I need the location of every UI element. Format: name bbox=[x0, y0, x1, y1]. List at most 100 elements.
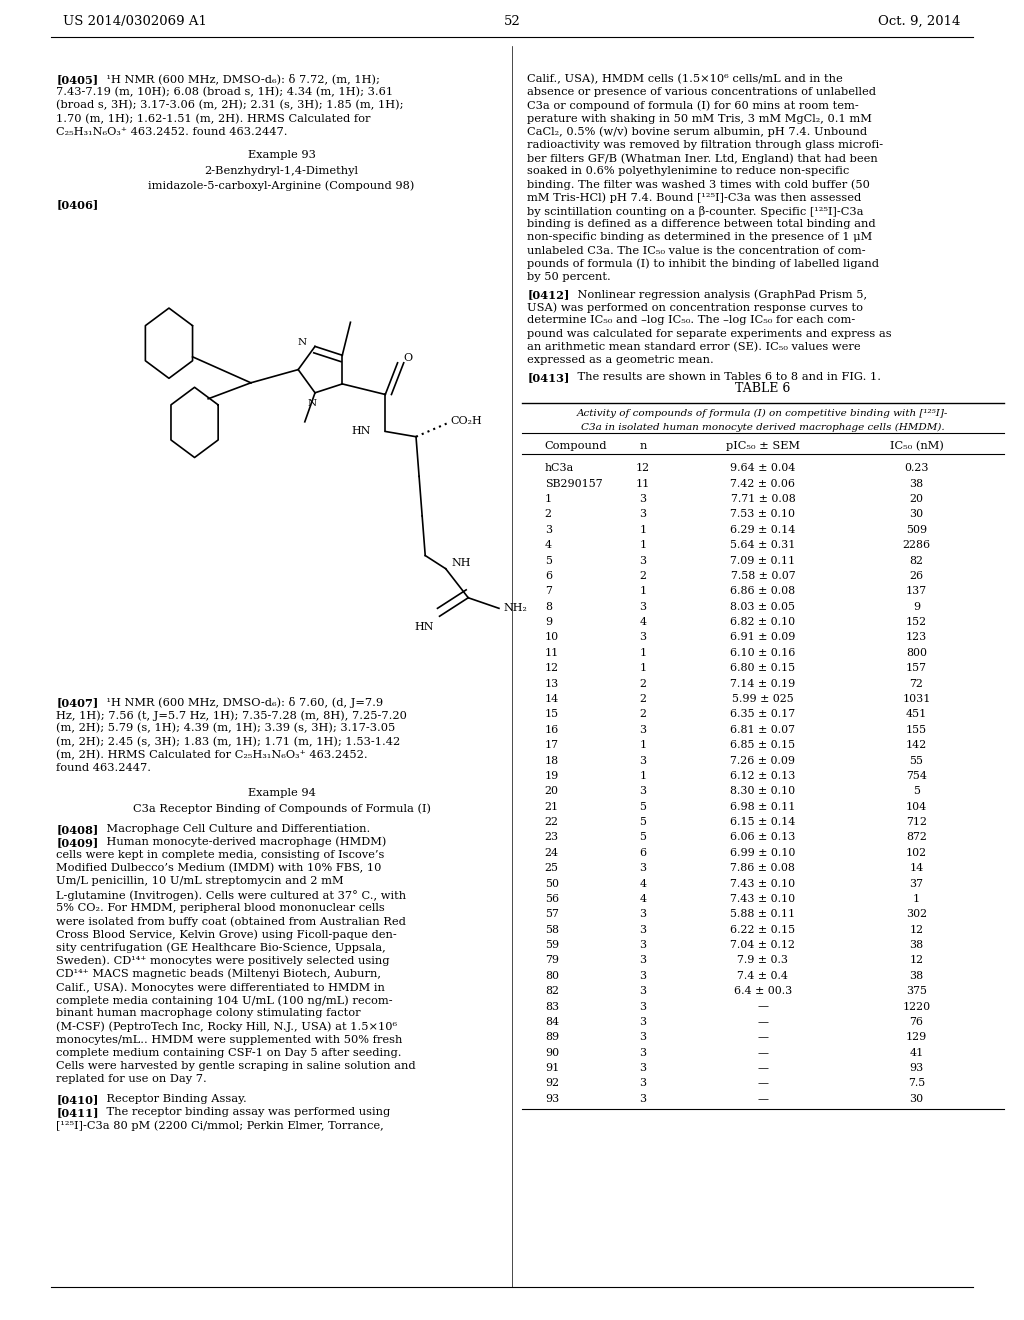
Text: 2: 2 bbox=[640, 709, 646, 719]
Text: 3: 3 bbox=[640, 755, 646, 766]
Text: 7.26 ± 0.09: 7.26 ± 0.09 bbox=[730, 755, 796, 766]
Text: 5: 5 bbox=[640, 801, 646, 812]
Text: Compound: Compound bbox=[545, 441, 607, 451]
Text: 89: 89 bbox=[545, 1032, 559, 1043]
Text: 6.12 ± 0.13: 6.12 ± 0.13 bbox=[730, 771, 796, 781]
Text: 79: 79 bbox=[545, 956, 559, 965]
Text: [0408]: [0408] bbox=[56, 824, 98, 834]
Text: 7.53 ± 0.10: 7.53 ± 0.10 bbox=[730, 510, 796, 520]
Text: 3: 3 bbox=[640, 1032, 646, 1043]
Text: 5.99 ± 025: 5.99 ± 025 bbox=[732, 694, 794, 704]
Text: 6.98 ± 0.11: 6.98 ± 0.11 bbox=[730, 801, 796, 812]
Text: unlabeled C3a. The IC₅₀ value is the concentration of com-: unlabeled C3a. The IC₅₀ value is the con… bbox=[527, 246, 866, 256]
Text: 6.82 ± 0.10: 6.82 ± 0.10 bbox=[730, 618, 796, 627]
Text: 18: 18 bbox=[545, 755, 559, 766]
Text: determine IC₅₀ and –log IC₅₀. The –log IC₅₀ for each com-: determine IC₅₀ and –log IC₅₀. The –log I… bbox=[527, 315, 856, 326]
Text: 1: 1 bbox=[640, 525, 646, 535]
Text: 6.91 ± 0.09: 6.91 ± 0.09 bbox=[730, 632, 796, 643]
Text: 3: 3 bbox=[640, 787, 646, 796]
Text: 3: 3 bbox=[640, 1094, 646, 1104]
Text: [0405]: [0405] bbox=[56, 74, 98, 84]
Text: 7.43 ± 0.10: 7.43 ± 0.10 bbox=[730, 894, 796, 904]
Text: 3: 3 bbox=[640, 602, 646, 611]
Text: Um/L penicillin, 10 U/mL streptomycin and 2 mM: Um/L penicillin, 10 U/mL streptomycin an… bbox=[56, 876, 344, 887]
Text: Human monocyte-derived macrophage (HMDM): Human monocyte-derived macrophage (HMDM) bbox=[92, 837, 386, 847]
Text: [¹²⁵I]-C3a 80 pM (2200 Ci/mmol; Perkin Elmer, Torrance,: [¹²⁵I]-C3a 80 pM (2200 Ci/mmol; Perkin E… bbox=[56, 1121, 384, 1131]
Text: 2: 2 bbox=[640, 572, 646, 581]
Text: 7.58 ± 0.07: 7.58 ± 0.07 bbox=[730, 572, 796, 581]
Text: by 50 percent.: by 50 percent. bbox=[527, 272, 611, 282]
Text: 3: 3 bbox=[640, 556, 646, 565]
Text: USA) was performed on concentration response curves to: USA) was performed on concentration resp… bbox=[527, 302, 863, 313]
Text: [0409]: [0409] bbox=[56, 837, 98, 847]
Text: 6.22 ± 0.15: 6.22 ± 0.15 bbox=[730, 924, 796, 935]
Text: 3: 3 bbox=[640, 970, 646, 981]
Text: 7.9 ± 0.3: 7.9 ± 0.3 bbox=[737, 956, 788, 965]
Text: 52: 52 bbox=[504, 15, 520, 28]
Text: 1: 1 bbox=[640, 540, 646, 550]
Text: mM Tris-HCl) pH 7.4. Bound [¹²⁵I]-C3a was then assessed: mM Tris-HCl) pH 7.4. Bound [¹²⁵I]-C3a wa… bbox=[527, 193, 861, 203]
Text: The results are shown in Tables 6 to 8 and in FIG. 1.: The results are shown in Tables 6 to 8 a… bbox=[563, 372, 881, 383]
Text: [0411]: [0411] bbox=[56, 1107, 99, 1118]
Text: 25: 25 bbox=[545, 863, 559, 873]
Text: 7.4 ± 0.4: 7.4 ± 0.4 bbox=[737, 970, 788, 981]
Text: NH: NH bbox=[452, 558, 471, 569]
Text: 9: 9 bbox=[545, 618, 552, 627]
Text: 1220: 1220 bbox=[902, 1002, 931, 1011]
Text: 2-Benzhydryl-1,4-Dimethyl: 2-Benzhydryl-1,4-Dimethyl bbox=[205, 166, 358, 177]
Text: 82: 82 bbox=[545, 986, 559, 997]
Text: Calif., USA), HMDM cells (1.5×10⁶ cells/mL and in the: Calif., USA), HMDM cells (1.5×10⁶ cells/… bbox=[527, 74, 843, 84]
Text: ¹H NMR (600 MHz, DMSO-d₆): δ 7.72, (m, 1H);: ¹H NMR (600 MHz, DMSO-d₆): δ 7.72, (m, 1… bbox=[92, 74, 380, 84]
Text: 6.29 ± 0.14: 6.29 ± 0.14 bbox=[730, 525, 796, 535]
Text: N: N bbox=[307, 400, 316, 408]
Text: 8.30 ± 0.10: 8.30 ± 0.10 bbox=[730, 787, 796, 796]
Text: complete medium containing CSF-1 on Day 5 after seeding.: complete medium containing CSF-1 on Day … bbox=[56, 1048, 401, 1059]
Text: 12: 12 bbox=[909, 924, 924, 935]
Text: 4: 4 bbox=[640, 879, 646, 888]
Text: CO₂H: CO₂H bbox=[451, 416, 482, 426]
Text: radioactivity was removed by filtration through glass microfi-: radioactivity was removed by filtration … bbox=[527, 140, 884, 150]
Text: 14: 14 bbox=[909, 863, 924, 873]
Text: 5: 5 bbox=[545, 556, 552, 565]
Text: (m, 2H); 5.79 (s, 1H); 4.39 (m, 1H); 3.39 (s, 3H); 3.17-3.05: (m, 2H); 5.79 (s, 1H); 4.39 (m, 1H); 3.3… bbox=[56, 723, 395, 734]
Text: 11: 11 bbox=[636, 479, 650, 488]
Text: 3: 3 bbox=[640, 986, 646, 997]
Text: 6.4 ± 00.3: 6.4 ± 00.3 bbox=[734, 986, 792, 997]
Text: 93: 93 bbox=[545, 1094, 559, 1104]
Text: 26: 26 bbox=[909, 572, 924, 581]
Text: 8.03 ± 0.05: 8.03 ± 0.05 bbox=[730, 602, 796, 611]
Text: 17: 17 bbox=[545, 741, 559, 750]
Text: 9: 9 bbox=[913, 602, 920, 611]
Text: non-specific binding as determined in the presence of 1 μM: non-specific binding as determined in th… bbox=[527, 232, 872, 243]
Text: 83: 83 bbox=[545, 1002, 559, 1011]
Text: IC₅₀ (nM): IC₅₀ (nM) bbox=[890, 441, 943, 451]
Text: 80: 80 bbox=[545, 970, 559, 981]
Text: 6.35 ± 0.17: 6.35 ± 0.17 bbox=[730, 709, 796, 719]
Text: (M-CSF) (PeptroTech Inc, Rocky Hill, N.J., USA) at 1.5×10⁶: (M-CSF) (PeptroTech Inc, Rocky Hill, N.J… bbox=[56, 1022, 397, 1032]
Text: pIC₅₀ ± SEM: pIC₅₀ ± SEM bbox=[726, 441, 800, 451]
Text: 3: 3 bbox=[640, 1016, 646, 1027]
Text: 8: 8 bbox=[545, 602, 552, 611]
Text: —: — bbox=[758, 1032, 768, 1043]
Text: 12: 12 bbox=[545, 663, 559, 673]
Text: 7.5: 7.5 bbox=[908, 1078, 925, 1089]
Text: N: N bbox=[298, 338, 307, 347]
Text: 509: 509 bbox=[906, 525, 927, 535]
Text: Oct. 9, 2014: Oct. 9, 2014 bbox=[879, 15, 961, 28]
Text: 4: 4 bbox=[640, 894, 646, 904]
Text: 1: 1 bbox=[913, 894, 920, 904]
Text: monocytes/mL.. HMDM were supplemented with 50% fresh: monocytes/mL.. HMDM were supplemented wi… bbox=[56, 1035, 402, 1045]
Text: 20: 20 bbox=[909, 494, 924, 504]
Text: Nonlinear regression analysis (GraphPad Prism 5,: Nonlinear regression analysis (GraphPad … bbox=[563, 289, 867, 300]
Text: 104: 104 bbox=[906, 801, 927, 812]
Text: —: — bbox=[758, 1094, 768, 1104]
Text: [0407]: [0407] bbox=[56, 697, 98, 708]
Text: 30: 30 bbox=[909, 1094, 924, 1104]
Text: 3: 3 bbox=[640, 863, 646, 873]
Text: 55: 55 bbox=[909, 755, 924, 766]
Text: 7: 7 bbox=[545, 586, 552, 597]
Text: Example 94: Example 94 bbox=[248, 788, 315, 799]
Text: 3: 3 bbox=[640, 909, 646, 919]
Text: ber filters GF/B (Whatman Iner. Ltd, England) that had been: ber filters GF/B (Whatman Iner. Ltd, Eng… bbox=[527, 153, 879, 164]
Text: CaCl₂, 0.5% (w/v) bovine serum albumin, pH 7.4. Unbound: CaCl₂, 0.5% (w/v) bovine serum albumin, … bbox=[527, 127, 867, 137]
